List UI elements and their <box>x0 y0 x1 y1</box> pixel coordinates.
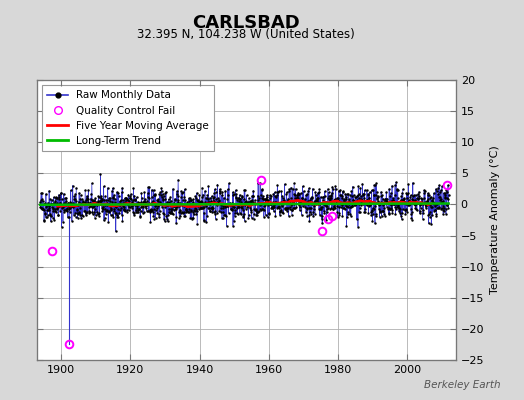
Text: Berkeley Earth: Berkeley Earth <box>424 380 500 390</box>
Text: 32.395 N, 104.238 W (United States): 32.395 N, 104.238 W (United States) <box>137 28 355 41</box>
Y-axis label: Temperature Anomaly (°C): Temperature Anomaly (°C) <box>490 146 500 294</box>
Legend: Raw Monthly Data, Quality Control Fail, Five Year Moving Average, Long-Term Tren: Raw Monthly Data, Quality Control Fail, … <box>42 85 214 151</box>
Text: CARLSBAD: CARLSBAD <box>192 14 300 32</box>
